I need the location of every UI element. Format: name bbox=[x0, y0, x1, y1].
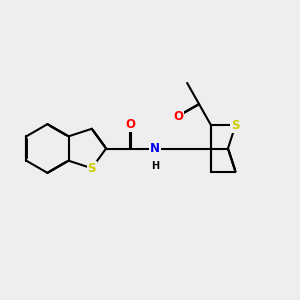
Text: O: O bbox=[125, 118, 135, 130]
Text: N: N bbox=[150, 142, 160, 155]
Text: H: H bbox=[151, 161, 159, 171]
Text: S: S bbox=[88, 162, 96, 175]
Text: O: O bbox=[173, 110, 183, 123]
Text: S: S bbox=[231, 119, 240, 132]
